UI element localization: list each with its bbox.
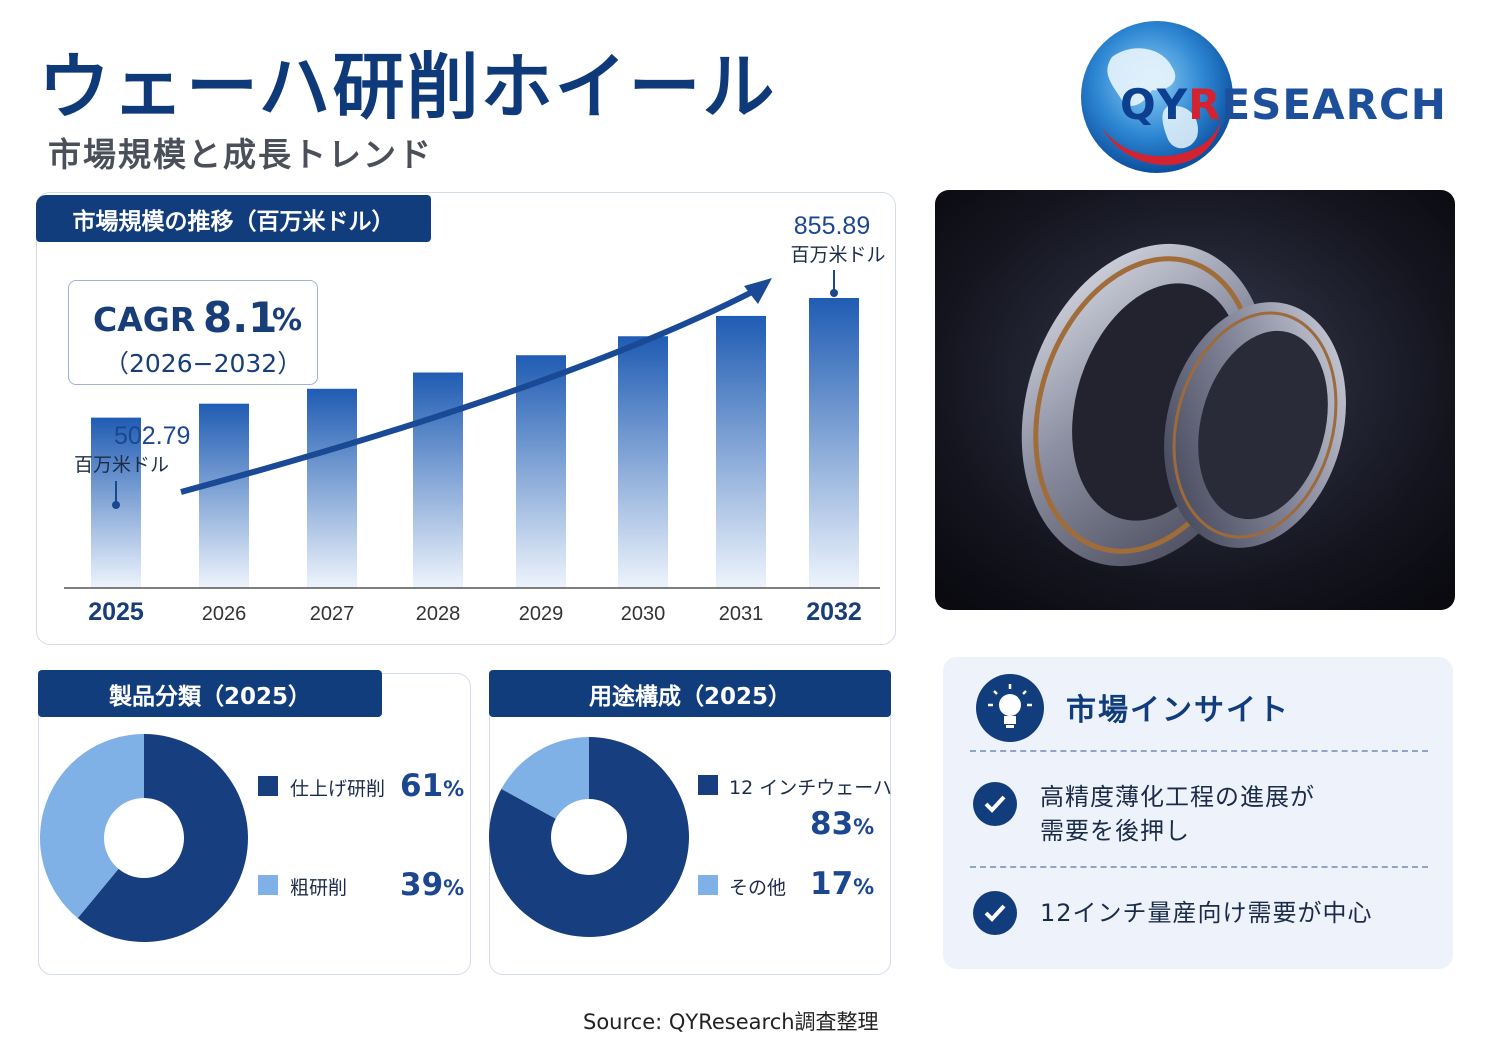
bar-2031 xyxy=(716,315,766,588)
end-unit-label: 百万米ドル xyxy=(790,244,885,266)
legend-swatch-other xyxy=(698,875,718,895)
x-tick-2032: 2032 xyxy=(806,598,862,626)
x-tick-2031: 2031 xyxy=(719,603,764,625)
legend-pct-other: 17% xyxy=(810,866,875,902)
insight-item-2: 12インチ量産向け需要が中心 xyxy=(1040,899,1373,927)
bar-2028 xyxy=(413,372,463,588)
divider xyxy=(970,866,1428,868)
start-unit-label: 百万米ドル xyxy=(74,454,169,476)
start-pointer-dot xyxy=(112,501,120,509)
x-tick-2025: 2025 xyxy=(88,598,144,626)
legend-label-finish: 仕上げ研削 xyxy=(290,778,386,800)
bar-2027 xyxy=(307,388,357,588)
page-title: ウェーハ研削ホイール xyxy=(38,45,777,129)
growth-arrow-head xyxy=(744,278,772,304)
legend-pct-finish: 61% xyxy=(400,768,465,804)
check-icon xyxy=(973,891,1017,935)
bar-2029 xyxy=(516,355,566,588)
market-bar-chart: 2025 2026 2027 2028 2029 2030 2031 2032 502.79 … xyxy=(64,212,886,626)
legend-pct-rough: 39% xyxy=(400,867,465,903)
end-pointer-dot xyxy=(830,289,838,297)
application-donut-chart xyxy=(489,737,689,937)
donut-hole xyxy=(551,799,627,875)
cagr-period: （2026−2032） xyxy=(104,349,303,378)
start-value-label: 502.79 xyxy=(114,422,190,450)
page-subtitle: 市場規模と成長トレンド xyxy=(48,135,433,174)
legend-label-other: その他 xyxy=(729,877,787,899)
lightbulb-icon xyxy=(976,674,1044,742)
qyresearch-logo xyxy=(1081,21,1233,173)
insight-item-1: 高精度薄化工程の進展が 需要を後押し xyxy=(1040,783,1315,845)
application-header: 用途構成（2025） xyxy=(489,670,891,717)
legend-label-12inch: 12 インチウェーハ xyxy=(729,777,892,799)
product-category-header: 製品分類（2025） xyxy=(38,670,382,717)
bar-2032 xyxy=(809,298,859,588)
cagr-percent-sign: % xyxy=(272,303,303,338)
bar-2026 xyxy=(199,403,249,588)
source-note: Source: QYResearch調査整理 xyxy=(583,1010,879,1034)
cagr-value: 8.1 xyxy=(203,293,278,342)
donut-slice-1 xyxy=(40,734,145,919)
cagr-label: CAGR xyxy=(93,300,196,339)
legend-swatch-rough xyxy=(258,875,278,895)
x-tick-2028: 2028 xyxy=(416,603,461,625)
x-tick-2027: 2027 xyxy=(310,603,355,625)
end-value-label: 855.89 xyxy=(794,212,870,240)
bar-2030 xyxy=(618,336,668,588)
legend-label-rough: 粗研削 xyxy=(290,877,348,899)
divider xyxy=(970,750,1428,752)
legend-swatch-12inch xyxy=(698,775,718,795)
market-size-header: 市場規模の推移（百万米ドル） xyxy=(36,195,431,242)
growth-arrow xyxy=(180,287,758,495)
legend-swatch-finish xyxy=(258,776,278,796)
x-tick-2029: 2029 xyxy=(519,603,564,625)
insight-title: 市場インサイト xyxy=(1066,693,1290,728)
x-tick-2030: 2030 xyxy=(621,603,666,625)
donut-hole xyxy=(104,798,184,878)
legend-pct-12inch: 83% xyxy=(810,806,875,842)
check-icon xyxy=(973,782,1017,826)
grinding-wheel-photo xyxy=(935,190,1455,610)
product-donut-chart xyxy=(40,734,249,942)
cagr-box xyxy=(68,280,318,385)
x-tick-2026: 2026 xyxy=(202,603,247,625)
logo-wordmark: QYRESEARCH xyxy=(1120,80,1447,129)
